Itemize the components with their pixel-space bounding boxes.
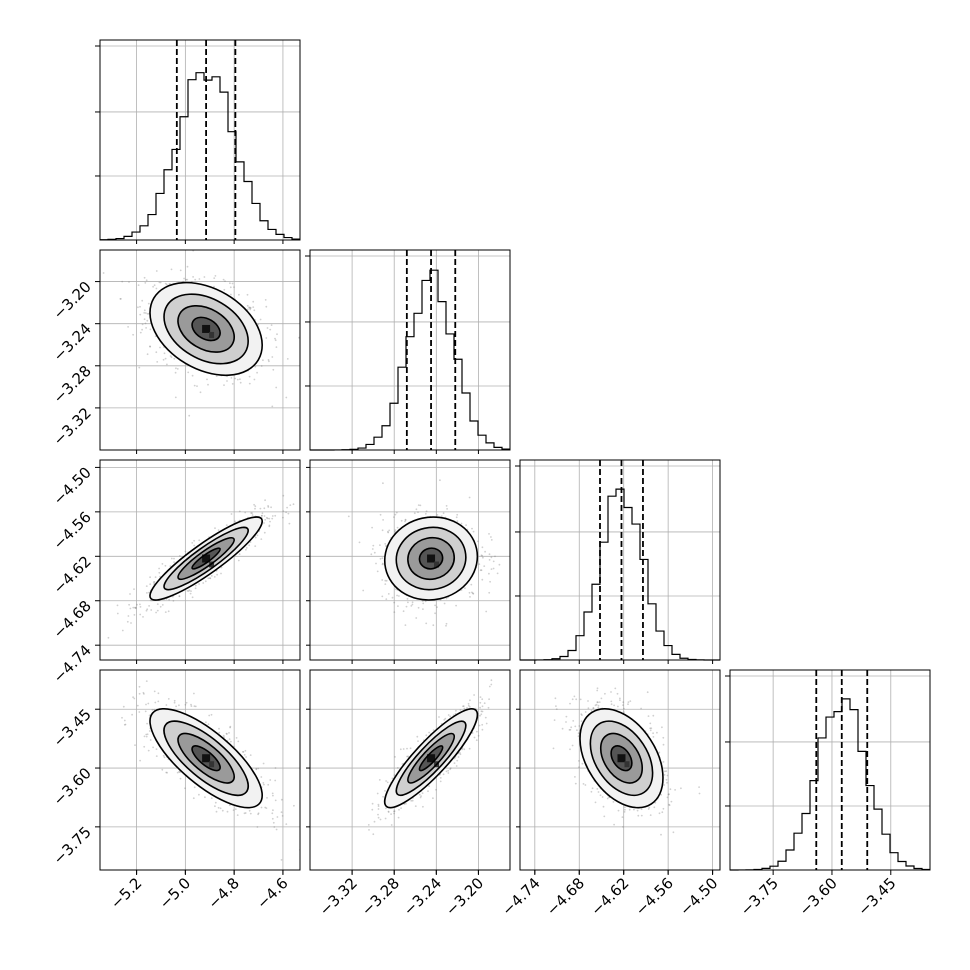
histogram-step-line	[310, 269, 510, 451]
scatter-panel-4-1	[99, 669, 301, 871]
y-tick-label: −3.20	[50, 278, 95, 323]
panel-frame	[309, 459, 511, 661]
contour-line-2	[395, 720, 467, 797]
panel-frame	[99, 249, 301, 451]
contour-line-1	[149, 281, 263, 377]
panel-frame	[309, 249, 511, 451]
y-tick-label: −3.32	[50, 404, 95, 449]
contour-line-2	[163, 293, 249, 365]
histogram-panel-3	[515, 459, 721, 661]
contour-line-4	[418, 745, 444, 772]
x-tick-label: −4.50	[676, 874, 721, 919]
contour-line-1	[149, 516, 263, 601]
contour-line-1	[579, 708, 664, 809]
density-core	[427, 554, 440, 568]
contour-line-4	[191, 745, 221, 772]
contour-line-3	[177, 732, 235, 784]
x-tick-label: −4.62	[587, 874, 632, 919]
y-tick-label: −4.56	[50, 508, 95, 553]
x-tick-label: −3.28	[358, 874, 403, 919]
contour-line-1	[383, 708, 479, 809]
contour-line-4	[418, 547, 444, 570]
contour-line-3	[177, 304, 235, 353]
scatter-panel-4-2	[309, 669, 511, 871]
scatter-panel-3-2	[309, 459, 511, 661]
panel-frame	[309, 669, 511, 871]
density-core	[202, 324, 215, 338]
panel-frame	[99, 669, 301, 871]
contour-line-4	[191, 547, 221, 570]
x-tick-label: −3.75	[737, 874, 782, 919]
y-tick-label: −3.45	[50, 705, 95, 750]
y-tick-label: −4.50	[50, 464, 95, 509]
contour-line-3	[407, 732, 456, 784]
panel-frame	[519, 459, 721, 661]
x-tick-label: −4.68	[543, 874, 588, 919]
x-tick-label: −4.74	[498, 874, 543, 919]
histogram-step-line	[100, 72, 300, 241]
contour-line-2	[589, 720, 654, 797]
x-tick-label: −4.56	[632, 874, 677, 919]
x-tick-label: −5.0	[156, 874, 194, 912]
y-tick-label: −4.62	[50, 552, 95, 597]
x-tick-label: −4.6	[253, 874, 291, 912]
x-tick-label: −4.8	[204, 874, 242, 912]
scatter-panel-2-1	[99, 249, 301, 451]
scatter-panel-4-3	[519, 669, 721, 871]
contour-line-3	[599, 732, 644, 784]
contour-line-2	[163, 720, 249, 797]
panel-frame	[99, 459, 301, 661]
contour-line-2	[395, 526, 467, 591]
x-tick-label: −3.20	[442, 874, 487, 919]
y-tick-label: −3.28	[50, 362, 95, 407]
x-tick-label: −3.24	[400, 874, 445, 919]
histogram-panel-4	[725, 669, 931, 871]
y-tick-label: −4.74	[50, 641, 95, 686]
histogram-panel-1	[95, 39, 301, 241]
histogram-step-line	[520, 488, 720, 661]
contour-line-2	[163, 526, 249, 591]
panel-frame	[729, 669, 931, 871]
density-core	[617, 754, 630, 768]
panel-frame	[519, 669, 721, 871]
histogram-step-line	[730, 698, 930, 871]
y-tick-label: −3.60	[50, 764, 95, 809]
y-tick-label: −4.68	[50, 597, 95, 642]
contour-line-3	[407, 536, 456, 581]
y-tick-label: −3.24	[50, 320, 95, 365]
contour-line-3	[177, 536, 235, 581]
y-tick-label: −3.75	[50, 823, 95, 868]
scatter-panel-3-1	[99, 459, 301, 661]
density-core	[202, 754, 215, 768]
contour-line-1	[149, 708, 263, 809]
x-tick-label: −3.32	[316, 874, 361, 919]
x-tick-label: −3.45	[854, 874, 899, 919]
x-tick-label: −5.2	[107, 874, 145, 912]
contour-line-4	[191, 316, 221, 342]
contour-line-4	[610, 745, 633, 772]
contour-line-1	[383, 516, 479, 601]
histogram-panel-2	[305, 249, 511, 451]
x-tick-label: −3.60	[796, 874, 841, 919]
panel-frame	[99, 39, 301, 241]
